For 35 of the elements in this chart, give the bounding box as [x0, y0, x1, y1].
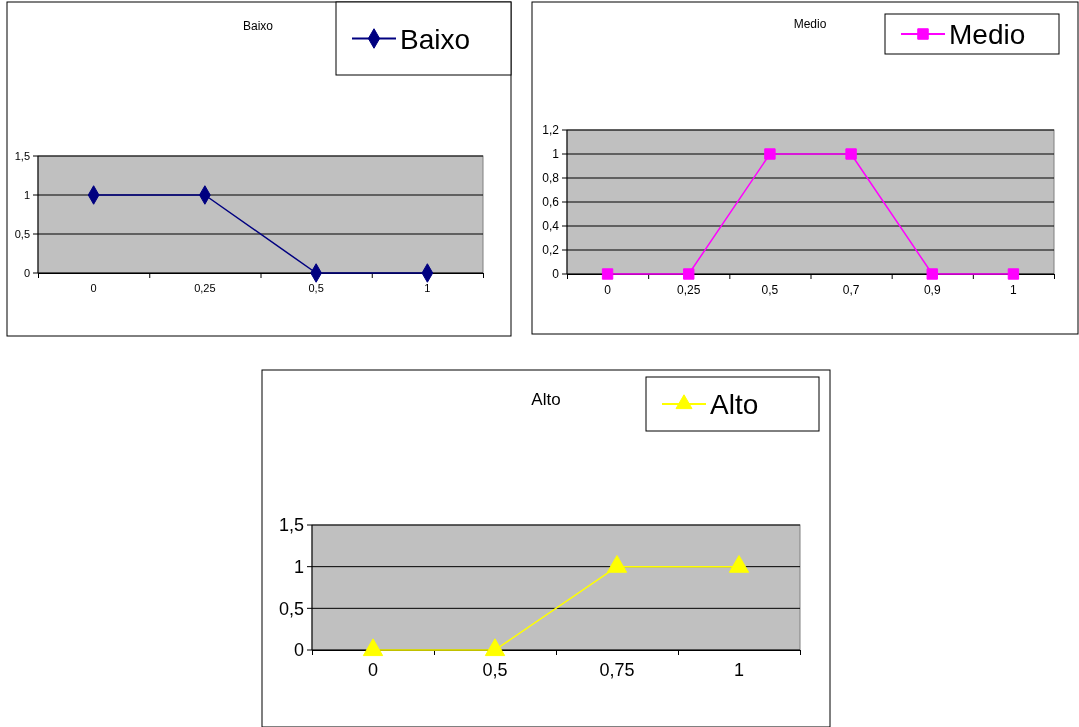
y-tick-label: 0	[23, 266, 30, 279]
y-tick-label: 0,4	[542, 219, 560, 234]
y-tick-label: 1,2	[542, 123, 560, 138]
y-tick-label: 0,6	[542, 195, 560, 210]
x-tick-label: 0,7	[842, 283, 860, 297]
y-tick-label: 1	[23, 188, 30, 201]
chart-title: Medio	[793, 17, 827, 31]
x-tick-label: 1	[424, 282, 431, 294]
y-tick-label: 0,5	[278, 598, 304, 619]
x-tick-label: 0	[604, 283, 612, 297]
x-tick-label: 0,5	[482, 660, 508, 680]
chart-title: Baixo	[242, 19, 274, 33]
y-tick-label: 1,5	[278, 515, 304, 536]
x-tick-label: 0	[367, 660, 379, 680]
legend-label: Medio	[949, 19, 1026, 50]
x-tick-label: 0,75	[599, 660, 635, 680]
x-tick-label: 1	[1010, 283, 1018, 297]
x-tick-label: 0,5	[308, 282, 324, 294]
x-tick-label: 0,5	[761, 283, 779, 297]
legend-label: Baixo	[400, 23, 471, 55]
y-tick-label: 1,5	[14, 149, 30, 162]
y-tick-label: 0,5	[14, 227, 30, 240]
y-tick-label: 1	[293, 556, 304, 577]
x-tick-label: 1	[733, 660, 745, 680]
x-tick-label: 0,25	[194, 282, 216, 294]
y-tick-label: 0,8	[542, 171, 560, 186]
y-tick-label: 0	[293, 640, 304, 661]
chart-title: Alto	[531, 390, 561, 409]
x-tick-label: 0	[90, 282, 97, 294]
legend-label: Alto	[710, 389, 759, 420]
x-tick-label: 0,25	[677, 283, 701, 297]
y-tick-label: 0,2	[542, 243, 560, 258]
y-tick-label: 0	[552, 267, 560, 282]
y-tick-label: 1	[552, 147, 560, 162]
x-tick-label: 0,9	[923, 283, 941, 297]
